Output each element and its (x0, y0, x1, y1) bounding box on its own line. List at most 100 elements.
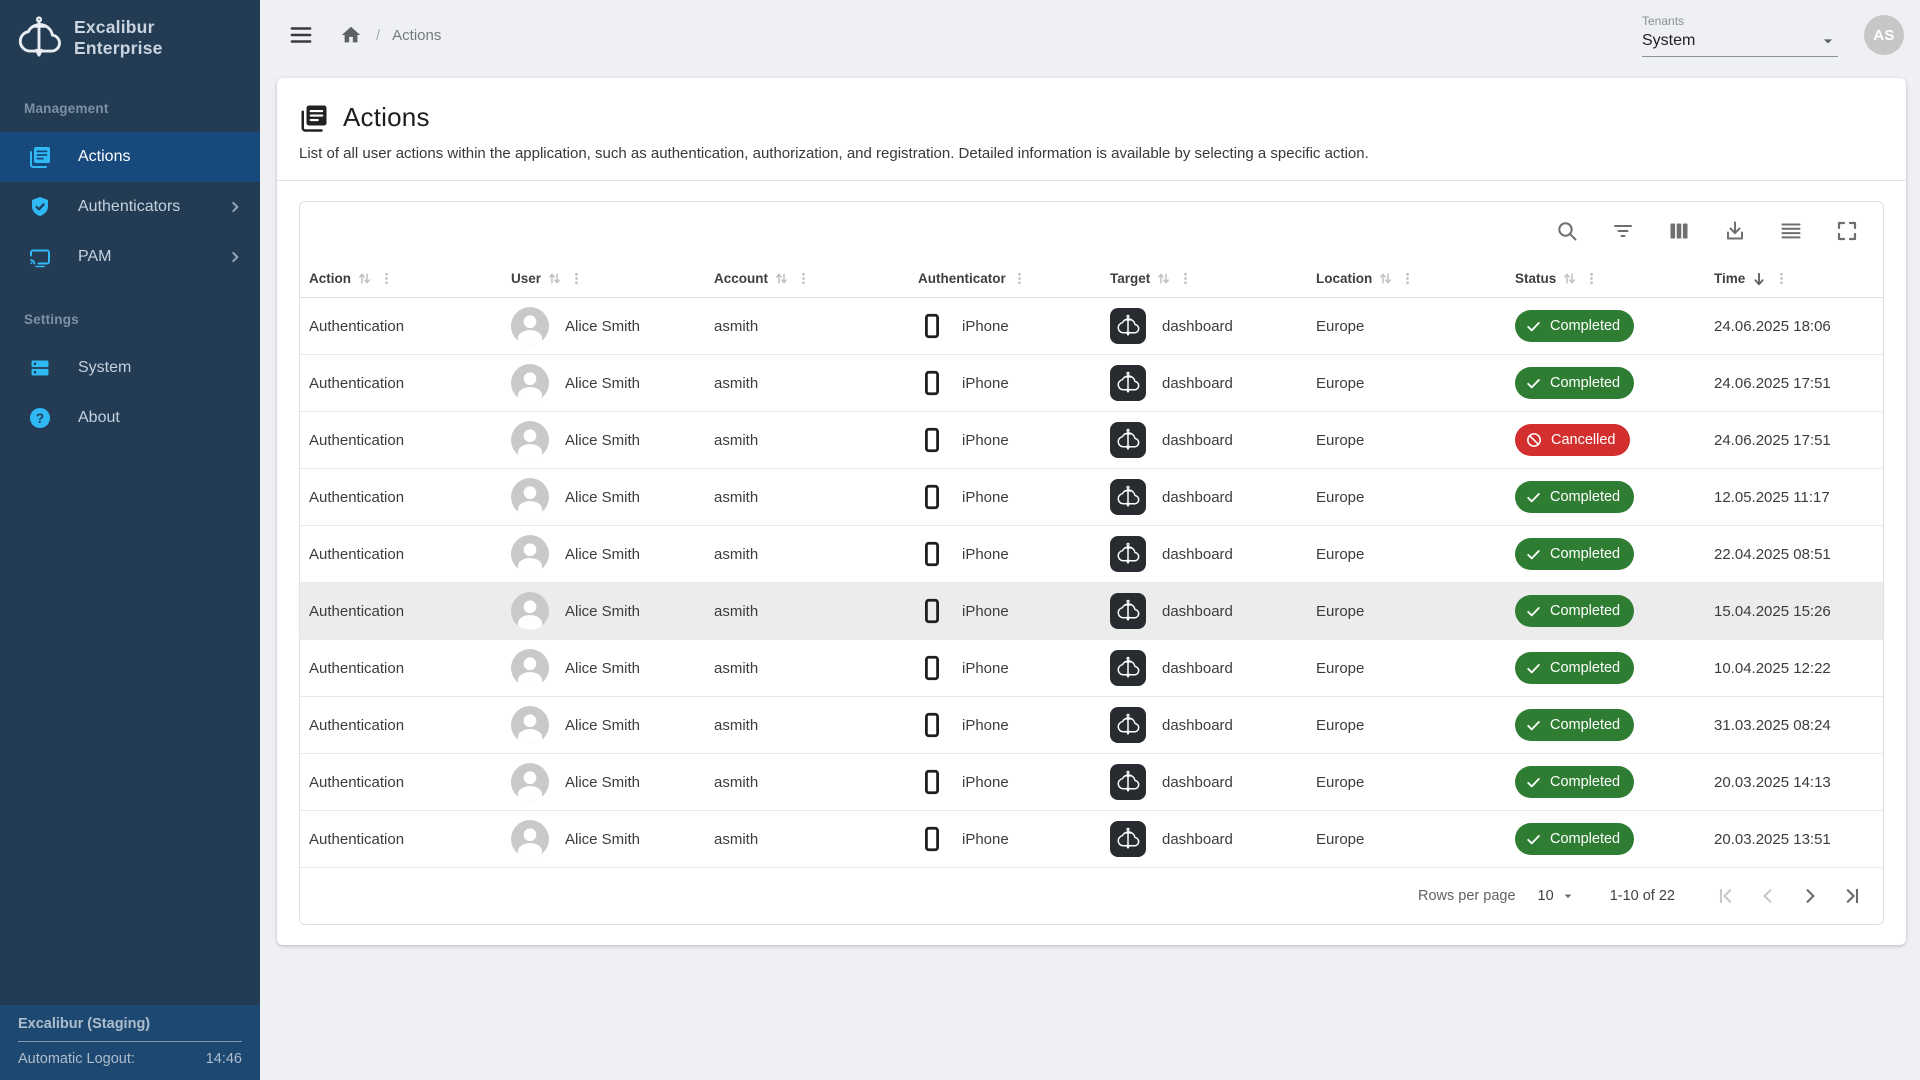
status-badge: Completed (1515, 481, 1635, 513)
table-header-row: Action User Account Authenticator Target… (300, 260, 1883, 298)
sidebar-item-pam[interactable]: PAM (0, 232, 260, 282)
table-row[interactable]: Authentication Alice Smith asmith iPhone (300, 298, 1883, 355)
column-header-action: Action (309, 271, 351, 286)
smartphone-icon (918, 767, 946, 797)
chevron-right-icon (228, 200, 242, 214)
search-button[interactable] (1543, 207, 1591, 255)
user-avatar-icon (511, 820, 549, 858)
cell-time: 24.06.2025 17:51 (1714, 431, 1831, 449)
table-row[interactable]: Authentication Alice Smith asmith iPhone (300, 469, 1883, 526)
cell-action: Authentication (309, 830, 405, 848)
table-row[interactable]: Authentication Alice Smith asmith iPhone (300, 754, 1883, 811)
chevron-down-icon (1560, 888, 1576, 904)
check-icon (1525, 831, 1542, 848)
sort-icon[interactable] (546, 270, 563, 287)
user-avatar-icon (511, 592, 549, 630)
cell-target: dashboard (1162, 431, 1233, 449)
sidebar-item-about[interactable]: ? About (0, 393, 260, 443)
smartphone-icon (918, 710, 946, 740)
status-label: Completed (1550, 375, 1621, 391)
cell-account: asmith (714, 773, 759, 791)
next-page-button[interactable] (1789, 875, 1831, 917)
sort-icon[interactable] (773, 270, 790, 287)
column-header-location: Location (1316, 271, 1373, 286)
filter-icon (1611, 219, 1635, 243)
sort-icon[interactable] (356, 270, 373, 287)
nav-section-management: Management (24, 101, 109, 116)
cell-authenticator: iPhone (962, 659, 1009, 677)
sort-icon[interactable] (1155, 270, 1172, 287)
columns-button[interactable] (1655, 207, 1703, 255)
download-button[interactable] (1711, 207, 1759, 255)
fullscreen-button[interactable] (1823, 207, 1871, 255)
check-icon (1525, 660, 1542, 677)
cell-time: 15.04.2025 15:26 (1714, 602, 1831, 620)
table-row[interactable]: Authentication Alice Smith asmith iPhone (300, 697, 1883, 754)
column-menu-icon[interactable] (1177, 270, 1194, 287)
columns-icon (1667, 219, 1691, 243)
hamburger-icon (288, 22, 314, 48)
screen-share-icon (28, 245, 52, 269)
user-avatar[interactable]: AS (1864, 15, 1904, 55)
column-menu-icon[interactable] (1399, 270, 1416, 287)
smartphone-icon (918, 596, 946, 626)
breadcrumb-separator: / (376, 26, 381, 44)
density-button[interactable] (1767, 207, 1815, 255)
user-avatar-icon (511, 763, 549, 801)
sort-icon[interactable] (1377, 270, 1394, 287)
check-icon (1525, 546, 1542, 563)
column-header-status: Status (1515, 271, 1557, 286)
tenants-selected-value: System (1642, 31, 1696, 49)
sidebar-item-label: PAM (78, 248, 112, 265)
smartphone-icon (918, 425, 946, 455)
table-row[interactable]: Authentication Alice Smith asmith iPhone (300, 355, 1883, 412)
target-app-icon (1110, 308, 1146, 344)
smartphone-icon (918, 653, 946, 683)
sidebar-nav: Management Actions (0, 71, 260, 443)
first-page-button[interactable] (1705, 875, 1747, 917)
filter-button[interactable] (1599, 207, 1647, 255)
cell-action: Authentication (309, 488, 405, 506)
target-app-icon (1110, 821, 1146, 857)
column-header-time: Time (1714, 271, 1746, 286)
column-menu-icon[interactable] (1583, 270, 1600, 287)
cell-authenticator: iPhone (962, 602, 1009, 620)
table-row[interactable]: Authentication Alice Smith asmith iPhone (300, 811, 1883, 868)
column-menu-icon[interactable] (378, 270, 395, 287)
smartphone-icon (918, 482, 946, 512)
column-menu-icon[interactable] (568, 270, 585, 287)
rows-per-page-select[interactable]: 10 (1538, 888, 1576, 904)
last-page-button[interactable] (1831, 875, 1873, 917)
table-row[interactable]: Authentication Alice Smith asmith iPhone (300, 583, 1883, 640)
menu-toggle-button[interactable] (282, 16, 320, 54)
previous-page-button[interactable] (1747, 875, 1789, 917)
table-row[interactable]: Authentication Alice Smith asmith iPhone (300, 526, 1883, 583)
sort-icon[interactable] (1561, 270, 1578, 287)
sidebar-item-system[interactable]: System (0, 343, 260, 393)
column-menu-icon[interactable] (1773, 270, 1790, 287)
sidebar-item-authenticators[interactable]: Authenticators (0, 182, 260, 232)
cell-target: dashboard (1162, 716, 1233, 734)
library-books-icon (28, 145, 52, 169)
cell-action: Authentication (309, 773, 405, 791)
cell-target: dashboard (1162, 773, 1233, 791)
column-menu-icon[interactable] (795, 270, 812, 287)
table-row[interactable]: Authentication Alice Smith asmith iPhone (300, 640, 1883, 697)
breadcrumb-home-link[interactable] (338, 22, 364, 48)
environment-name: Excalibur (Staging) (18, 1016, 242, 1042)
sort-desc-icon[interactable] (1750, 270, 1768, 288)
sidebar-item-actions[interactable]: Actions (0, 132, 260, 182)
sidebar-item-label: About (78, 409, 120, 426)
library-books-icon (299, 103, 329, 133)
tenants-select[interactable]: Tenants System (1642, 14, 1838, 57)
cell-user: Alice Smith (565, 431, 641, 449)
sidebar-item-label: Actions (78, 148, 131, 165)
breadcrumb: / Actions (338, 22, 441, 48)
table-row[interactable]: Authentication Alice Smith asmith iPhone (300, 412, 1883, 469)
cell-action: Authentication (309, 317, 405, 335)
column-menu-icon[interactable] (1011, 270, 1028, 287)
excalibur-cloud-sword-logo-icon (16, 15, 62, 61)
cell-time: 24.06.2025 17:51 (1714, 374, 1831, 392)
target-app-icon (1110, 764, 1146, 800)
status-label: Completed (1550, 318, 1621, 334)
